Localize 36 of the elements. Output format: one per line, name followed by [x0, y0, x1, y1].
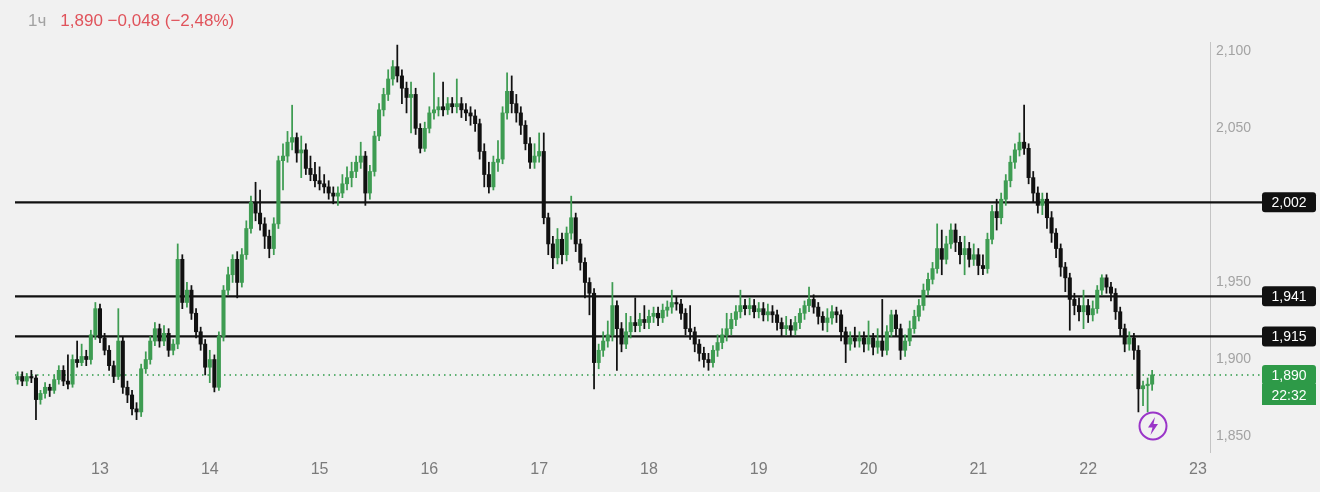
candlestick — [980, 254, 985, 276]
y-tick-label: 2,100 — [1216, 42, 1252, 59]
ref-line-label: 1,890 — [1271, 366, 1307, 383]
y-tick-label: 1,850 — [1216, 427, 1252, 444]
x-tick-label: 13 — [91, 460, 109, 478]
x-tick-label: 16 — [420, 460, 439, 478]
x-tick-label: 15 — [310, 460, 329, 478]
candlestick — [537, 132, 542, 163]
candlestick — [642, 305, 647, 330]
x-tick-label: 18 — [640, 460, 658, 478]
chart-title: 1ч — [28, 11, 47, 31]
x-tick-label: 23 — [1189, 460, 1207, 478]
candlestick — [669, 289, 674, 314]
candlestick — [431, 72, 437, 120]
x-tick-label: 14 — [200, 460, 219, 478]
x-tick-label: 17 — [530, 460, 549, 478]
ref-line-label: 1,941 — [1271, 288, 1307, 305]
x-tick-label: 19 — [749, 460, 768, 478]
x-tick-label: 22 — [1079, 460, 1098, 478]
ref-line-label: 1,915 — [1271, 328, 1307, 345]
candlestick — [75, 340, 80, 368]
candlestick — [825, 308, 830, 333]
candlestick — [65, 354, 70, 390]
ref-line-label: 2,002 — [1271, 194, 1307, 211]
candlestick — [1141, 380, 1146, 407]
y-tick-label: 1,950 — [1216, 273, 1252, 290]
candlestick — [441, 81, 446, 117]
candlestick — [463, 103, 468, 121]
y-tick-label: 2,050 — [1216, 119, 1252, 136]
x-tick-label: 20 — [859, 460, 878, 478]
y-tick-label: 1,900 — [1216, 350, 1252, 367]
candlestick — [409, 81, 414, 134]
x-tick-label: 21 — [969, 460, 988, 478]
text: 22:32 — [1271, 386, 1307, 403]
chart-subtitle: 1,890 −0,048 (−2,48%) — [60, 11, 235, 31]
candlestick — [454, 78, 459, 114]
